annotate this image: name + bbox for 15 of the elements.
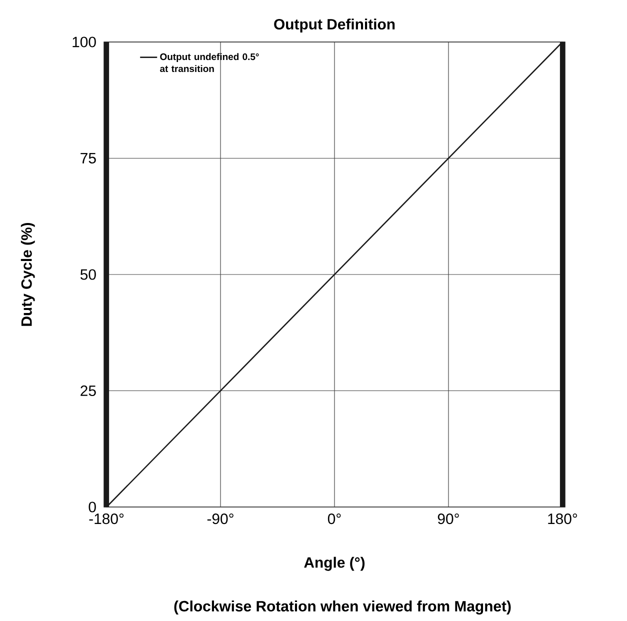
y-tick-label: 100 (72, 36, 96, 48)
x-axis-title: Angle (°) (304, 556, 365, 571)
chart-title: Output Definition (274, 18, 395, 32)
x-tick-label: -90° (207, 514, 234, 524)
y-tick-label: 75 (80, 153, 96, 164)
x-tick-label: -180° (89, 514, 124, 524)
x-tick-label: 0° (328, 514, 341, 524)
y-tick-label: 0 (88, 502, 96, 512)
y-tick-label: 50 (80, 269, 96, 280)
y-tick-label: 25 (80, 385, 96, 396)
y-axis-title: Duty Cycle (%) (20, 222, 35, 326)
x-tick-label: 180° (548, 514, 578, 524)
text: (Clockwise Rotation when viewed from Magnet) (174, 600, 511, 615)
band-label: Output undefined 0.5° at transition (160, 53, 259, 72)
x-tick-label: 90° (438, 514, 459, 524)
